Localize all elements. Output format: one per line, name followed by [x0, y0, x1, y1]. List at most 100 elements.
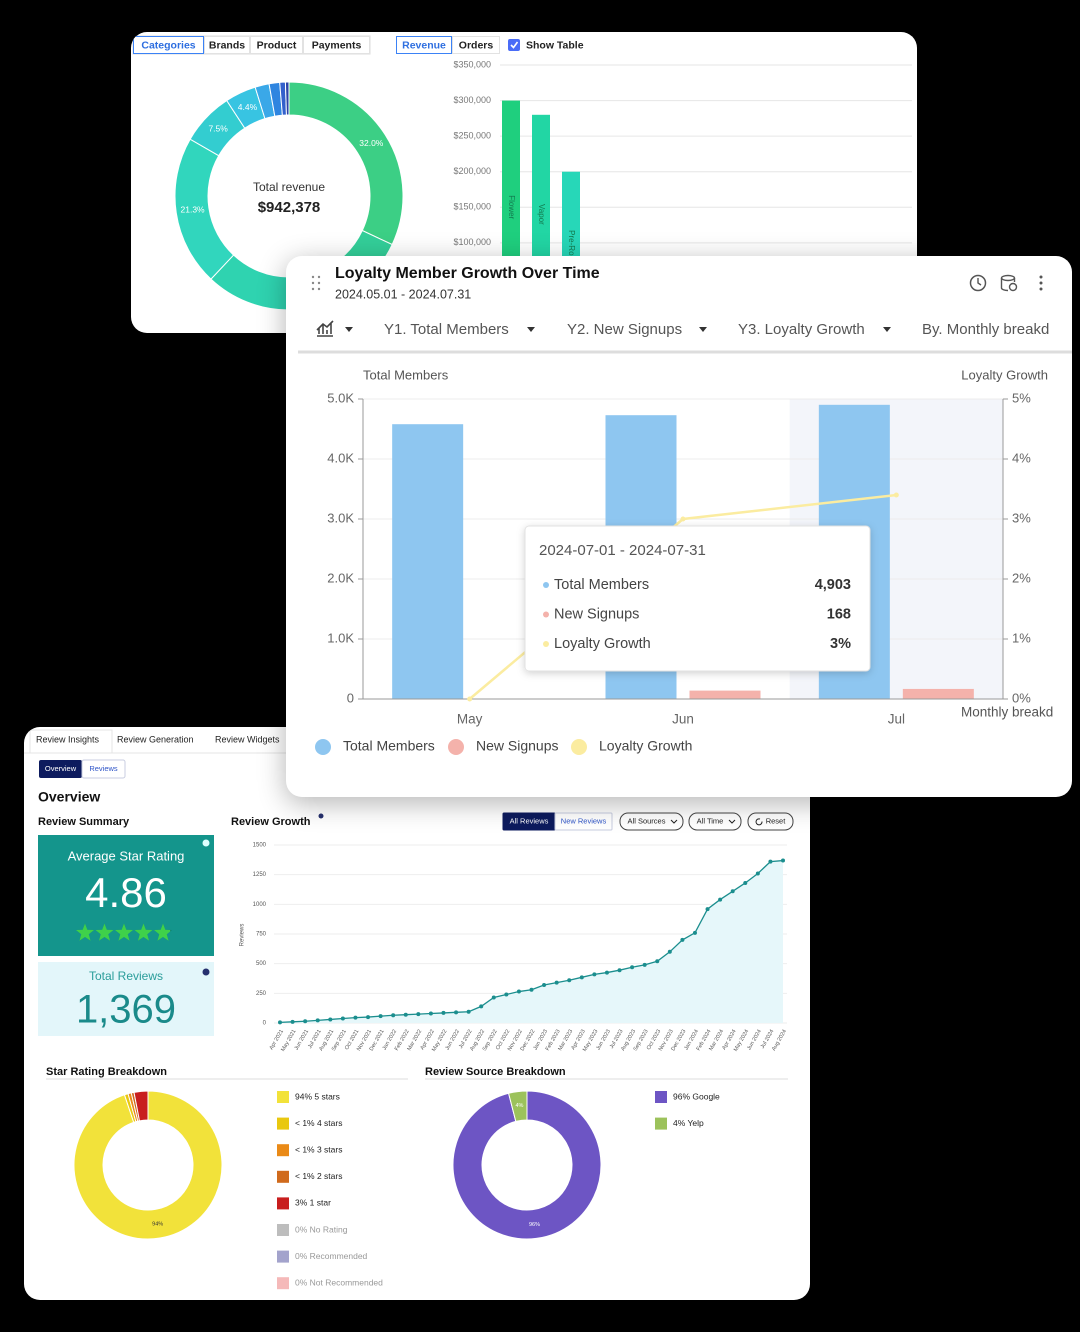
point	[466, 1009, 471, 1014]
info-icon	[318, 813, 324, 819]
legend-label: < 1% 4 stars	[295, 1118, 342, 1128]
point	[630, 965, 635, 970]
chart-title: Star Rating Breakdown	[46, 1066, 167, 1078]
point	[491, 995, 496, 1000]
legend-marker[interactable]	[571, 739, 587, 755]
tooltip-marker	[543, 582, 549, 588]
point	[768, 859, 773, 864]
tab-label[interactable]: Review Insights	[36, 734, 100, 744]
filter-button[interactable]	[747, 812, 794, 831]
point	[743, 880, 748, 885]
donut-label: 4%	[516, 1103, 524, 1109]
drag-handle-dot	[311, 275, 315, 279]
legend-label: 3% 1 star	[295, 1198, 331, 1208]
history-icon[interactable]	[969, 274, 987, 292]
tab-label[interactable]: Review Generation	[117, 734, 194, 744]
legend-label[interactable]: Total Members	[343, 738, 435, 754]
subtab-label[interactable]: Overview	[45, 764, 77, 773]
database-body	[1000, 278, 1016, 292]
point	[516, 989, 521, 994]
filter-button[interactable]	[619, 812, 684, 831]
tab-label[interactable]: Review Widgets	[215, 734, 280, 744]
point	[642, 962, 647, 967]
control-label[interactable]: Y3. Loyalty Growth	[738, 321, 865, 338]
tab[interactable]	[204, 36, 250, 54]
donut-label: 4.4%	[238, 102, 258, 112]
point	[278, 1020, 282, 1025]
star	[134, 923, 153, 941]
filter-label[interactable]: All Reviews	[510, 816, 549, 825]
tab-label[interactable]: Brands	[209, 39, 245, 51]
legend-marker[interactable]	[315, 739, 331, 755]
menu-dot[interactable]	[1039, 287, 1043, 291]
y-tick-label: 750	[256, 932, 267, 938]
point	[667, 949, 672, 954]
tab-label[interactable]: Revenue	[402, 39, 446, 51]
dropdown-arrow	[699, 327, 707, 332]
tab-label[interactable]: Orders	[459, 39, 494, 51]
checkbox-label[interactable]: Show Table	[526, 39, 584, 51]
tooltip-name: Loyalty Growth	[554, 636, 651, 652]
tab[interactable]	[303, 36, 370, 54]
y-tick-label: 1500	[253, 843, 267, 849]
tab[interactable]	[250, 36, 303, 54]
gear-icon	[1008, 282, 1018, 292]
bar-label: Flower	[507, 195, 516, 219]
legend-label: 0% No Rating	[295, 1224, 348, 1234]
filter-button[interactable]	[688, 812, 742, 831]
subtab-label[interactable]: Reviews	[89, 764, 118, 773]
tab-label[interactable]: Payments	[312, 39, 362, 51]
subtab[interactable]	[81, 759, 126, 779]
legend-label[interactable]: Loyalty Growth	[599, 738, 692, 754]
chart-title: Review Growth	[231, 816, 311, 828]
legend-label: < 1% 2 stars	[295, 1171, 342, 1181]
subtab[interactable]	[39, 760, 82, 778]
tab[interactable]	[452, 36, 500, 54]
legend-swatch	[655, 1117, 667, 1130]
y2-tick-label: 3%	[1012, 510, 1031, 525]
y-tick-label: 1250	[253, 872, 267, 878]
filter-label[interactable]: All Time	[697, 816, 724, 825]
tab[interactable]	[396, 36, 452, 54]
point	[705, 907, 710, 912]
filter-label[interactable]: Reset	[766, 816, 787, 825]
y2-axis-label: Loyalty Growth	[961, 367, 1048, 382]
y-tick-label: 0	[347, 690, 354, 705]
filter-label[interactable]: All Sources	[628, 816, 666, 825]
legend-label: < 1% 3 stars	[295, 1144, 342, 1154]
legend-swatch	[277, 1224, 289, 1236]
y-tick-label: $150,000	[453, 202, 491, 212]
filter-button[interactable]	[554, 812, 613, 831]
checkbox[interactable]	[508, 39, 520, 51]
reviews-card: Review Insights Review Generation Review W…	[24, 727, 810, 1300]
y-tick-label: 4.0K	[327, 450, 354, 465]
menu-dot[interactable]	[1039, 281, 1043, 285]
drag-handle-dot	[311, 287, 315, 291]
point	[604, 970, 609, 975]
center-value: $942,378	[258, 199, 321, 216]
control-label[interactable]: By. Monthly breakd	[922, 321, 1049, 338]
point	[554, 980, 559, 985]
y-tick-label: 1000	[253, 902, 267, 908]
legend-label: 96% Google	[673, 1091, 720, 1101]
control-label[interactable]: Y2. New Signups	[567, 321, 682, 338]
tab-label[interactable]: Categories	[141, 39, 195, 51]
tab[interactable]	[133, 36, 204, 54]
legend-label[interactable]: New Signups	[476, 738, 559, 754]
filter-label[interactable]: New Reviews	[561, 816, 607, 825]
tab-label[interactable]: Product	[257, 39, 297, 51]
rating-label: Average Star Rating	[68, 848, 185, 863]
control-label[interactable]: Y1. Total Members	[384, 321, 509, 338]
chart-type-icon[interactable]	[316, 320, 334, 337]
point	[328, 1017, 333, 1022]
point	[391, 1013, 396, 1018]
panel-title: Loyalty Member Growth Over Time	[335, 265, 600, 282]
menu-dot[interactable]	[1039, 275, 1043, 279]
checkmark	[510, 41, 519, 49]
info-icon	[202, 968, 210, 976]
y-tick-label: $200,000	[453, 166, 491, 176]
tooltip-name: Total Members	[554, 577, 649, 593]
loyalty-card: Loyalty Member Growth Over Time 2024.05.0…	[286, 256, 1072, 797]
database-icon[interactable]	[1000, 274, 1016, 282]
legend-marker[interactable]	[448, 739, 464, 755]
